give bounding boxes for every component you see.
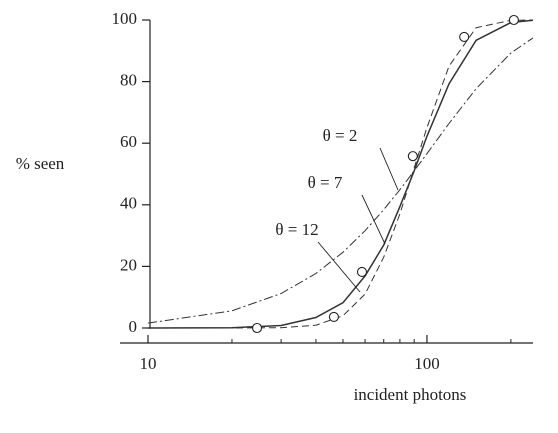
y-tick-label: 60 [120,132,137,151]
leader-line [379,147,399,191]
x-axis-label: incident photons [354,385,467,404]
data-point [328,311,339,322]
y-tick-label: 100 [112,9,138,28]
x-tick-label: 10 [140,354,157,373]
data-point [508,14,519,26]
x-tick-label: 100 [414,354,440,373]
y-tick-label: 0 [129,317,138,336]
curve-label: θ = 7 [308,173,343,192]
data-point [356,266,368,277]
y-tick-label: 20 [120,255,137,274]
leader-line [361,194,386,245]
data-point [251,322,263,334]
curve [148,19,534,329]
curve [147,37,534,324]
curve [147,19,534,329]
data-point [459,31,470,42]
data-point [407,151,418,162]
curve-label: θ = 12 [275,220,318,239]
curve-label: θ = 2 [323,126,358,145]
y-tick-label: 40 [120,194,137,213]
y-axis-label: % seen [16,154,65,173]
y-tick-label: 80 [120,71,137,90]
leader-line [317,241,361,293]
